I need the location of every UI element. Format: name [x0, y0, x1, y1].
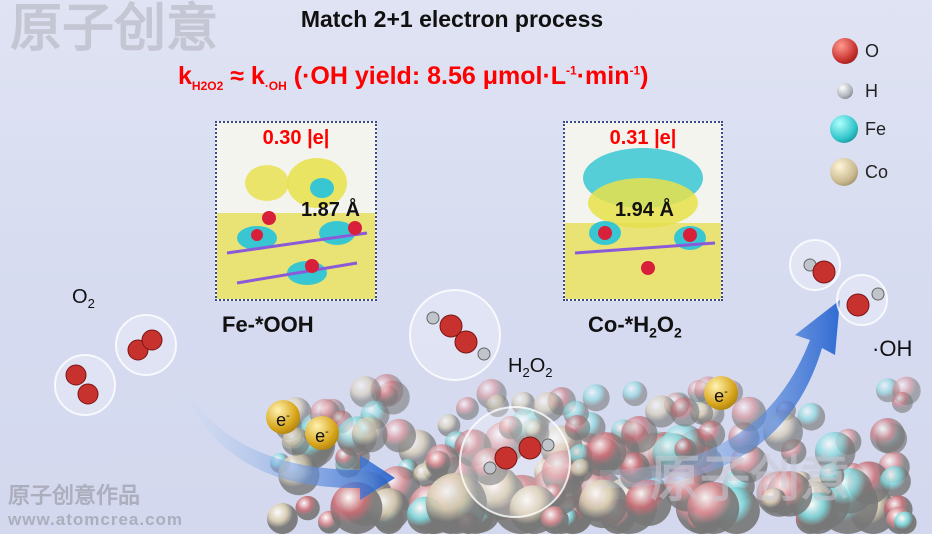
surface-atom — [532, 391, 564, 423]
rate-equation: kH2O2 ≈ k·OH (·OH yield: 8.56 μmol·L-1·m… — [178, 62, 649, 93]
cobalt-atom-icon — [830, 158, 858, 186]
electron-icon: e- — [305, 416, 339, 450]
k-symbol: k — [178, 62, 192, 90]
label-part: H — [508, 355, 523, 377]
surface-atom — [382, 418, 417, 453]
label-part: 2 — [87, 296, 95, 311]
label-part: O — [656, 312, 675, 337]
surface-atom — [471, 447, 509, 486]
label-part: 2 — [545, 365, 553, 380]
label-part: e — [276, 410, 287, 430]
legend-label: O — [865, 41, 880, 61]
approx-sign: ≈ — [230, 62, 244, 90]
hydroxyl-radical-label: ·OH — [872, 336, 913, 361]
bond-length: 1.87 Å — [301, 199, 360, 221]
charge-density-panel-co: 0.31 |e| 1.94 Å — [563, 121, 723, 301]
surface-atom — [295, 495, 320, 521]
watermark-top: 原子创意 — [10, 0, 219, 58]
surface-atom — [351, 416, 388, 453]
surface-atom — [455, 397, 480, 421]
charge-value: 0.31 |e| — [609, 127, 677, 149]
surface-atom — [870, 418, 906, 454]
bond-length: 1.94 Å — [615, 199, 674, 221]
panel-label-co: Co-*H2O2 — [588, 312, 682, 340]
surface-atom — [349, 376, 382, 408]
surface-atom — [330, 482, 383, 534]
surface-atom — [645, 395, 678, 428]
o2-label: O2 — [72, 286, 95, 311]
electron-icon: e- — [704, 376, 738, 410]
watermark-mid: 原子创意 — [650, 451, 850, 507]
surface-atom — [620, 415, 658, 453]
label-part: Co-*H — [588, 312, 650, 337]
watermark-bottom-cn: 原子创意作品 — [8, 483, 141, 508]
label-part: O — [529, 355, 546, 377]
charge-density-image — [565, 148, 721, 299]
k-oh-subscript: ·OH — [264, 79, 287, 93]
label-part: - — [286, 410, 290, 422]
surface-atom — [814, 431, 856, 473]
label-part: - — [325, 426, 329, 438]
watermark-bottom-url: www.atomcrea.com — [8, 510, 184, 529]
surface-atom — [582, 384, 610, 412]
surface-atom — [894, 511, 917, 534]
flow-arrow-right — [600, 300, 840, 489]
surface-atom — [540, 506, 569, 534]
surface-atom — [687, 481, 740, 534]
surface-atom — [578, 479, 628, 529]
iron-atom-icon — [830, 115, 858, 143]
label-part: 2 — [522, 365, 530, 380]
surface-atom — [697, 420, 726, 449]
legend-label: Co — [865, 162, 889, 182]
surface-atom — [486, 394, 509, 418]
yield-unit: ·min — [576, 62, 630, 90]
label-part: e — [315, 426, 326, 446]
k-symbol: k — [250, 62, 265, 90]
surface-atom — [586, 432, 627, 472]
label-part: e — [714, 386, 725, 406]
charge-value: 0.30 |e| — [262, 127, 330, 149]
yield-text: (·OH yield: 8.56 μmol·L — [293, 62, 567, 90]
paren: ) — [640, 62, 649, 90]
surface-atom — [498, 415, 523, 440]
label-part: 2 — [649, 324, 657, 341]
surface-atom — [622, 381, 648, 407]
label-part: O — [72, 286, 88, 308]
surface-atom — [564, 415, 591, 441]
panel-label-fe: Fe-*OOH — [222, 312, 314, 337]
legend-label: Fe — [865, 119, 887, 139]
surface-atom — [880, 465, 911, 497]
h2o2-label: H2O2 — [508, 355, 552, 380]
k-h2o2-subscript: H2O2 — [191, 79, 224, 93]
hydrogen-atom-icon — [837, 83, 853, 99]
surface-atom — [524, 420, 545, 441]
exponent: -1 — [629, 63, 641, 78]
legend-label: H — [865, 81, 878, 101]
surface-atom — [797, 402, 826, 431]
surface-atom — [674, 438, 697, 461]
label-part: - — [724, 386, 728, 398]
oxygen-atom-icon — [832, 38, 858, 64]
surface-atom — [670, 397, 700, 427]
surface-atom — [625, 479, 672, 527]
exponent: -1 — [566, 63, 577, 78]
label-part: 2 — [674, 324, 682, 341]
charge-density-panel-fe: 0.30 |e| 1.87 Å — [215, 121, 377, 301]
title: Match 2+1 electron process — [300, 6, 604, 32]
flow-arrow-left — [180, 380, 395, 500]
surface-atom — [281, 427, 310, 456]
electron-icon: e- — [266, 400, 300, 434]
surface-atom — [266, 503, 298, 534]
surface-atom — [761, 488, 787, 513]
surface-atom — [819, 463, 845, 488]
surface-atom — [425, 472, 487, 534]
surface-atom — [891, 391, 913, 413]
charge-density-image — [217, 158, 375, 299]
surface-atom — [426, 450, 451, 475]
surface-atom — [570, 458, 594, 482]
